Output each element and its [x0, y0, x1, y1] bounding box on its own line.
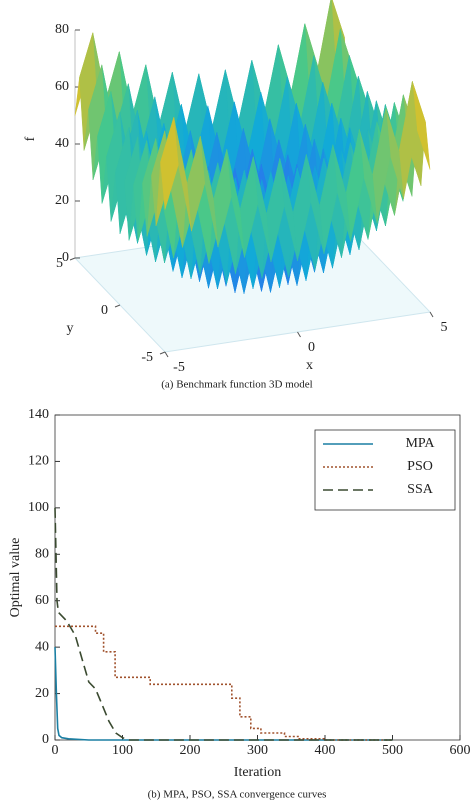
x-tick-label: 100	[112, 743, 133, 758]
y-tick-label: 5	[56, 256, 63, 271]
surface-patch	[160, 117, 179, 210]
x-axis-label: x	[306, 358, 313, 373]
series-line	[54, 647, 393, 741]
y-axis-label: y	[67, 321, 74, 336]
z-axis-label: f	[23, 136, 38, 141]
x-tick-label: 600	[450, 743, 471, 758]
y-tick-label: 120	[28, 454, 49, 469]
x-tick-label: 5	[441, 320, 448, 335]
x-tick-label: 300	[247, 743, 268, 758]
z-tick-label: 0	[62, 250, 69, 265]
legend-label: PSO	[407, 459, 433, 474]
y-tick-label: 60	[35, 593, 49, 608]
y-axis-label: Optimal value	[8, 538, 23, 618]
y-tick-label: 20	[35, 686, 49, 701]
y-tick	[114, 304, 121, 308]
z-tick-label: 60	[55, 79, 69, 94]
y-tick-label: 0	[42, 732, 49, 747]
y-tick-label: 0	[101, 303, 108, 318]
z-tick-label: 20	[55, 193, 69, 208]
caption: (b) MPA, PSO, SSA convergence curves	[148, 789, 327, 801]
x-tick-label: 400	[315, 743, 336, 758]
series-line	[54, 507, 393, 741]
legend-label: SSA	[407, 482, 434, 497]
x-tick-label: 200	[180, 743, 201, 758]
x-tick-label: 500	[382, 743, 403, 758]
z-tick-label: 80	[55, 22, 69, 37]
x-tick-label: 0	[308, 340, 315, 355]
series-line	[55, 625, 393, 741]
y-tick-label: 80	[35, 547, 49, 562]
x-tick	[297, 331, 301, 338]
y-tick	[69, 257, 76, 261]
y-tick-label: 40	[35, 639, 49, 654]
z-tick-label: 40	[55, 136, 69, 151]
y-tick	[159, 351, 166, 355]
y-tick-label: 140	[28, 407, 49, 422]
legend-label: MPA	[405, 436, 435, 451]
y-tick-label: -5	[141, 350, 153, 365]
x-tick	[164, 351, 169, 358]
line-plot: 0 100 200 300 400 500 600 0 20 40 60 80 100 120 140 Ite…	[8, 407, 470, 780]
x-tick-label: 0	[52, 743, 59, 758]
x-tick	[429, 311, 434, 318]
caption: (a) Benchmark function 3D model	[161, 379, 313, 391]
x-axis-label: Iteration	[234, 765, 281, 780]
x-tick-label: -5	[173, 360, 185, 375]
y-tick-label: 100	[28, 500, 49, 515]
